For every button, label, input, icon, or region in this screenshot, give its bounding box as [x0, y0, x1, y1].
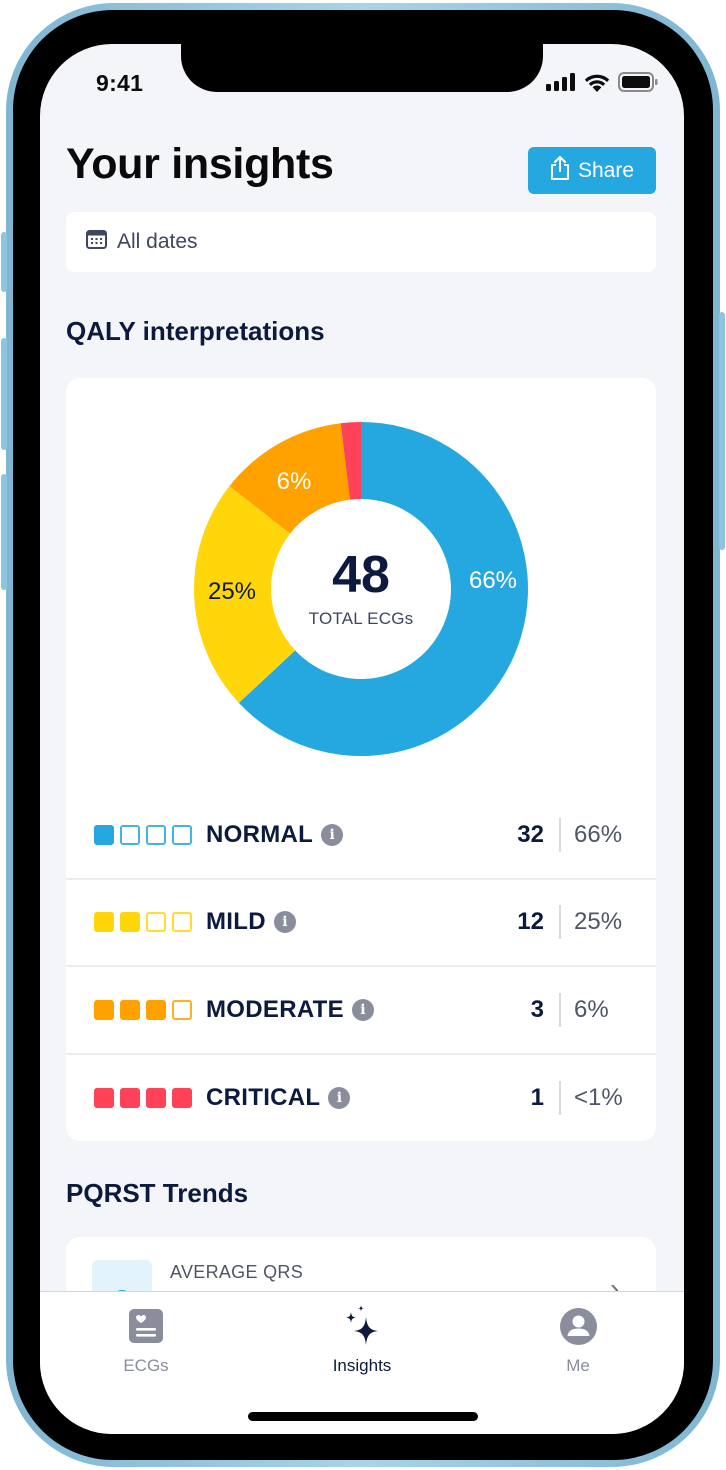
interpretations-card: 66% 25% 6% 48 TOTAL ECGs NORMAL i 32 66%… — [66, 378, 656, 1141]
legend-name: MILD — [206, 908, 266, 936]
tab-bar: ECGs Insights Me — [40, 1291, 684, 1434]
calendar-icon — [86, 229, 107, 255]
person-icon — [518, 1306, 638, 1346]
legend-percent: 66% — [574, 820, 623, 848]
legend-count: 3 — [530, 995, 544, 1023]
sparkles-icon — [302, 1305, 422, 1346]
legend-percent: 25% — [574, 908, 623, 936]
tab-ecgs[interactable]: ECGs — [86, 1306, 206, 1376]
mute-switch — [1, 232, 7, 292]
severity-squares — [94, 1088, 192, 1109]
donut-segment-critical — [340, 422, 361, 500]
tab-label: Insights — [332, 1356, 392, 1375]
tab-me[interactable]: Me — [518, 1306, 638, 1376]
total-ecgs-label: TOTAL ECGs — [308, 609, 414, 628]
severity-squares — [94, 912, 192, 933]
severity-square-filled — [94, 999, 114, 1020]
legend-count: 32 — [517, 820, 544, 848]
page-title: Your insights — [66, 140, 334, 188]
chevron-right-icon: › — [610, 1273, 620, 1304]
interpretations-title: QALY interpretations — [66, 316, 325, 346]
tab-label: ECGs — [123, 1356, 169, 1375]
info-icon[interactable]: i — [321, 823, 344, 846]
legend-count: 1 — [530, 1084, 544, 1112]
donut-label-mild: 25% — [207, 578, 257, 605]
date-filter-value: All dates — [117, 230, 198, 253]
donut-segment-normal — [238, 422, 528, 756]
volume-up-button — [1, 338, 7, 450]
share-button[interactable]: Share — [528, 147, 656, 194]
severity-square-empty — [172, 912, 192, 933]
donut-label-normal: 66% — [468, 567, 518, 594]
divider — [559, 1081, 561, 1116]
severity-square-filled — [146, 999, 166, 1020]
donut-segment-mild — [194, 486, 296, 703]
legend-name: CRITICAL — [206, 1084, 321, 1112]
tab-insights[interactable]: Insights — [302, 1305, 422, 1376]
divider — [559, 992, 561, 1027]
severity-square-filled — [94, 1088, 114, 1109]
trend-label: AVERAGE QRS — [170, 1262, 304, 1282]
donut-center: 48 TOTAL ECGs — [309, 549, 414, 629]
trends-title: PQRST Trends — [66, 1178, 249, 1208]
donut-segment-moderate — [229, 423, 351, 534]
home-indicator[interactable] — [248, 1412, 478, 1421]
severity-square-empty — [146, 912, 166, 933]
interpretation-legend: NORMAL i 32 66% MILD i 12 25% MODERATE i… — [66, 792, 656, 1142]
info-icon[interactable]: i — [351, 998, 374, 1021]
info-icon[interactable]: i — [328, 1087, 351, 1110]
total-ecgs-count: 48 — [332, 546, 390, 604]
legend-percent: 6% — [574, 995, 609, 1023]
legend-row-normal[interactable]: NORMAL i 32 66% — [66, 792, 656, 880]
notch — [181, 44, 543, 92]
severity-square-filled — [120, 1088, 140, 1109]
signal-icon — [546, 73, 576, 96]
status-time: 9:41 — [96, 70, 144, 96]
date-filter[interactable]: All dates — [66, 212, 656, 272]
legend-row-mild[interactable]: MILD i 12 25% — [66, 880, 656, 967]
power-button — [719, 312, 725, 550]
severity-square-empty — [120, 824, 140, 845]
screen: 9:41 Your insights — [40, 44, 684, 1434]
share-icon — [550, 155, 570, 187]
severity-square-filled — [94, 912, 114, 933]
status-icons — [546, 72, 658, 97]
legend-name: NORMAL — [206, 820, 314, 848]
severity-squares — [94, 999, 192, 1020]
donut-chart: 66% 25% 6% 48 TOTAL ECGs — [194, 422, 528, 756]
donut-label-moderate: 6% — [276, 468, 312, 495]
severity-square-filled — [172, 1088, 192, 1109]
legend-row-moderate[interactable]: MODERATE i 3 6% — [66, 967, 656, 1055]
info-icon[interactable]: i — [273, 911, 296, 934]
legend-count: 12 — [517, 908, 544, 936]
severity-square-empty — [146, 824, 166, 845]
divider — [559, 817, 561, 852]
severity-square-empty — [172, 999, 192, 1020]
severity-square-filled — [146, 1088, 166, 1109]
severity-square-filled — [120, 999, 140, 1020]
tab-label: Me — [566, 1356, 590, 1375]
severity-square-filled — [120, 912, 140, 933]
share-label: Share — [577, 158, 635, 182]
legend-name: MODERATE — [206, 995, 344, 1023]
legend-percent: <1% — [574, 1084, 623, 1112]
wifi-icon — [584, 73, 610, 97]
severity-square-empty — [172, 824, 192, 845]
severity-square-filled — [94, 824, 114, 845]
legend-row-critical[interactable]: CRITICAL i 1 <1% — [66, 1055, 656, 1143]
volume-down-button — [1, 474, 7, 590]
battery-icon — [618, 72, 658, 97]
divider — [559, 905, 561, 940]
ecg-document-icon — [86, 1306, 206, 1346]
severity-squares — [94, 824, 192, 845]
